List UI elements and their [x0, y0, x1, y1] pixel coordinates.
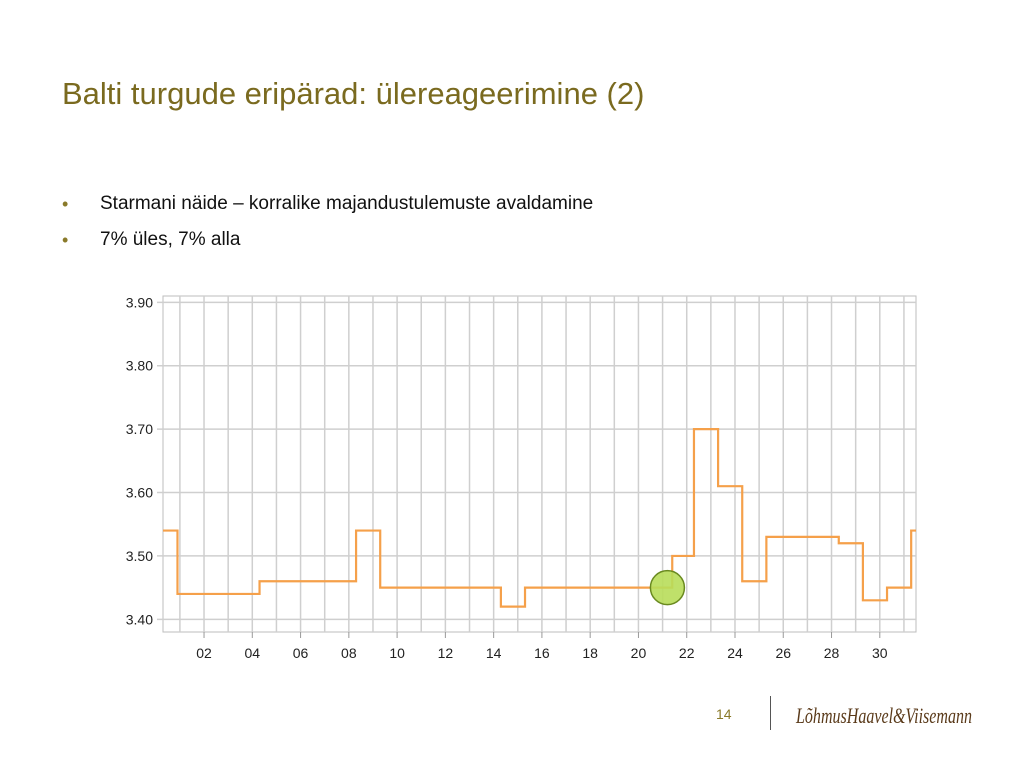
x-tick-label: 30 — [872, 645, 888, 661]
svg-text:LõhmusHaavel&Viisemann: LõhmusHaavel&Viisemann — [795, 703, 972, 728]
bullet-icon: • — [62, 230, 69, 250]
x-tick-label: 20 — [631, 645, 647, 661]
bullet-text: 7% üles, 7% alla — [100, 229, 241, 250]
y-tick-label: 3.40 — [126, 611, 153, 627]
x-tick-label: 06 — [293, 645, 309, 661]
bullet-list: • Starmani näide – korralike majandustul… — [62, 186, 593, 258]
x-tick-label: 10 — [389, 645, 405, 661]
bullet-item: • 7% üles, 7% alla — [62, 222, 593, 258]
x-tick-label: 14 — [486, 645, 502, 661]
company-logo: LõhmusHaavel&Viisemann — [795, 703, 972, 728]
highlight-marker — [649, 569, 686, 606]
x-tick-label: 22 — [679, 645, 695, 661]
y-tick-label: 3.70 — [126, 421, 153, 437]
x-tick-label: 04 — [245, 645, 261, 661]
x-tick-label: 24 — [727, 645, 743, 661]
x-tick-label: 26 — [775, 645, 791, 661]
y-tick-label: 3.50 — [126, 548, 153, 564]
x-tick-label: 08 — [341, 645, 357, 661]
y-tick-label: 3.60 — [126, 485, 153, 501]
x-tick-label: 12 — [438, 645, 454, 661]
footer-divider — [770, 696, 771, 730]
bullet-icon: • — [62, 194, 69, 214]
plot-area — [162, 295, 917, 633]
bullet-item: • Starmani näide – korralike majandustul… — [62, 186, 593, 222]
y-tick-label: 3.90 — [126, 294, 153, 310]
x-tick-label: 02 — [196, 645, 212, 661]
slide-title: Balti turgude eripärad: ülereageerimine … — [62, 76, 645, 111]
y-tick-label: 3.80 — [126, 358, 153, 374]
x-tick-label: 28 — [824, 645, 840, 661]
x-tick-label: 16 — [534, 645, 550, 661]
page-number: 14 — [716, 706, 732, 722]
x-tick-label: 18 — [582, 645, 598, 661]
price-chart: 3.40 3.50 3.60 3.70 3.80 3.90 02 04 06 08 10 12 14 16… — [126, 294, 917, 661]
bullet-text: Starmani näide – korralike majandustulem… — [100, 193, 594, 214]
price-series-line — [163, 428, 916, 608]
